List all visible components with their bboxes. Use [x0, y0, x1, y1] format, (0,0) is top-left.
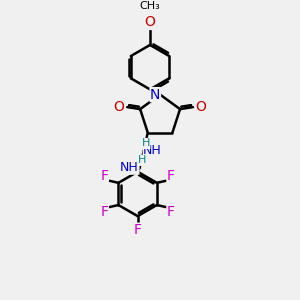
Text: F: F: [167, 205, 175, 219]
Text: CH₃: CH₃: [140, 1, 160, 11]
Text: NH: NH: [143, 144, 162, 157]
Text: H: H: [142, 139, 150, 148]
Text: O: O: [145, 15, 155, 29]
Text: O: O: [196, 100, 206, 114]
Text: O: O: [114, 100, 124, 114]
Text: F: F: [134, 223, 142, 237]
Text: F: F: [167, 169, 175, 183]
Text: NH: NH: [120, 161, 139, 174]
Text: F: F: [100, 169, 108, 183]
Text: F: F: [100, 205, 108, 219]
Text: H: H: [137, 155, 146, 165]
Text: N: N: [150, 88, 160, 102]
